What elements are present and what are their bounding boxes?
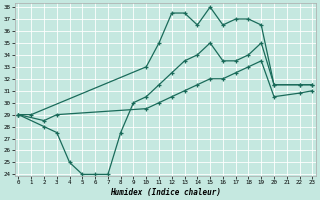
X-axis label: Humidex (Indice chaleur): Humidex (Indice chaleur) [110, 188, 221, 197]
